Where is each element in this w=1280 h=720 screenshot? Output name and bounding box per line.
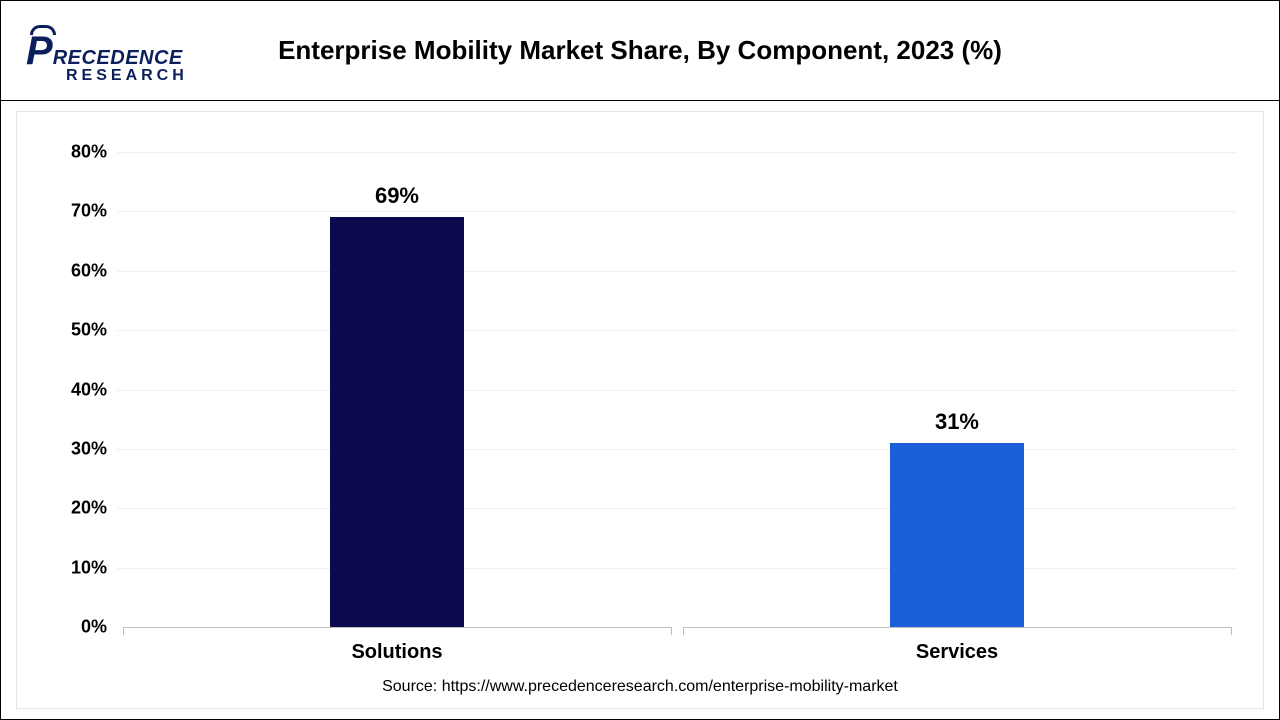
y-tick-label: 30% [71, 438, 107, 459]
gridline [117, 271, 1237, 272]
logo-arc-icon [30, 25, 56, 35]
chart-frame: P RECEDENCE RESEARCH Enterprise Mobility… [0, 0, 1280, 720]
gridline [117, 330, 1237, 331]
x-category-label: Services [916, 641, 998, 664]
y-tick-label: 0% [81, 617, 107, 638]
y-tick-label: 70% [71, 201, 107, 222]
y-tick-label: 40% [71, 379, 107, 400]
y-tick-label: 60% [71, 260, 107, 281]
gridline [117, 449, 1237, 450]
bar-value-label: 31% [935, 409, 979, 435]
logo-text-line2: RESEARCH [66, 67, 188, 85]
x-axis-segment [683, 627, 1231, 628]
logo-p-letter: P [26, 31, 53, 71]
x-tick [123, 627, 124, 635]
source-text: Source: https://www.precedenceresearch.c… [17, 678, 1263, 696]
bar: 31% [890, 443, 1024, 627]
gridline [117, 211, 1237, 212]
chart-title: Enterprise Mobility Market Share, By Com… [1, 35, 1279, 66]
plot-area: 0%10%20%30%40%50%60%70%80%69%Solutions31… [117, 152, 1237, 627]
x-category-label: Solutions [351, 641, 442, 664]
y-tick-label: 20% [71, 498, 107, 519]
gridline [117, 390, 1237, 391]
y-tick-label: 50% [71, 320, 107, 341]
y-tick-label: 10% [71, 557, 107, 578]
header-area: P RECEDENCE RESEARCH Enterprise Mobility… [1, 1, 1279, 101]
y-tick-label: 80% [71, 142, 107, 163]
chart-region: 0% 10% 20% 30% 40% 50% 60% 70% 80% 69% Solutions 31… [16, 111, 1264, 709]
gridline [117, 508, 1237, 509]
gridline [117, 568, 1237, 569]
bar-value-label: 69% [375, 183, 419, 209]
x-axis-segment [123, 627, 671, 628]
bar: 69% [330, 217, 464, 627]
brand-logo: P RECEDENCE RESEARCH [26, 31, 188, 85]
x-tick [1231, 627, 1232, 635]
gridline [117, 152, 1237, 153]
x-tick [683, 627, 684, 635]
x-tick [671, 627, 672, 635]
